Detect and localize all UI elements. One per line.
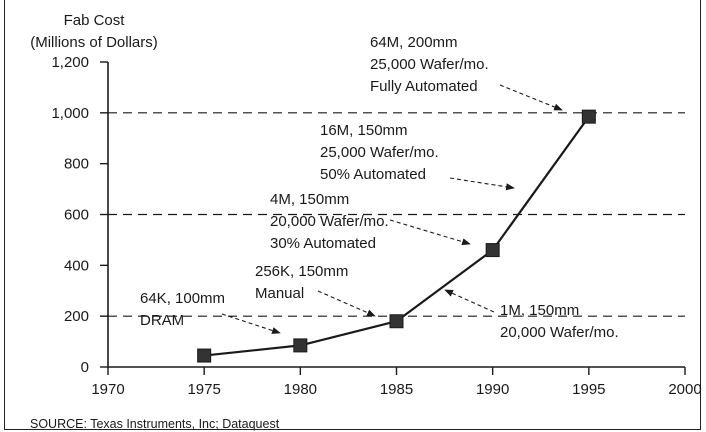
annotation-label: 1M, 150mm 20,000 Wafer/mo. [500,302,619,341]
data-point-marker [293,338,308,353]
annotation-line: DRAM [140,312,184,329]
data-point-marker [581,109,596,124]
x-tick-label: 1980 [284,381,317,398]
data-point-marker [485,243,500,258]
annotation-line: 64M, 200mm [370,34,458,51]
y-axis-label-line2: (Millions of Dollars) [30,34,158,51]
annotation-line: 256K, 150mm [255,263,348,280]
x-tick-label: 1995 [572,381,605,398]
x-tick-label: 1990 [476,381,509,398]
annotation-arrow [444,289,495,313]
x-tick-label: 1970 [91,381,124,398]
series [197,109,596,363]
annotation-arrow [221,313,281,334]
annotation-label: 64M, 200mm 25,000 Wafer/mo. Fully Automate… [370,34,489,95]
annotation-line: 16M, 150mm [320,122,408,139]
y-tick-label: 800 [64,156,89,173]
annotation-line: 4M, 150mm [270,191,349,208]
y-tick-label: 1,000 [51,105,89,122]
tick-labels: 1970 1975 1980 1985 1990 1995 2000 0 200 400 600 80… [51,54,701,398]
annotation-line: 20,000 Wafer/mo. [270,213,389,230]
annotation-arrow [317,290,376,317]
chart-frame [4,0,701,430]
source-note: SOURCE: Texas Instruments, Inc; Dataques… [30,417,280,431]
y-tick-label: 200 [64,308,89,325]
annotation-label: 256K, 150mm Manual [255,263,348,302]
annotation-line: 64K, 100mm [140,290,225,307]
annotation-arrow [499,84,563,111]
annotation-line: 50% Automated [320,166,426,183]
annotation-label: 64K, 100mm DRAM [140,290,225,329]
annotation-line: 25,000 Wafer/mo. [320,144,439,161]
x-tick-label: 2000 [668,381,701,398]
annotations: 64K, 100mm DRAM 256K, 150mm Manual 1M, 150mm… [140,34,619,341]
data-point-marker [389,314,404,329]
annotation-arrow [449,177,515,191]
y-axis-label-line1: Fab Cost [64,12,126,29]
annotation-line: 20,000 Wafer/mo. [500,324,619,341]
annotation-line: 1M, 150mm [500,302,579,319]
annotation-line: 30% Automated [270,235,376,252]
x-tick-label: 1975 [187,381,220,398]
y-tick-label: 400 [64,257,89,274]
annotation-label: 4M, 150mm 20,000 Wafer/mo. 30% Automated [270,191,389,252]
y-tick-label: 0 [81,359,89,376]
annotation-arrow [389,219,471,246]
annotation-line: Manual [255,285,304,302]
axes [100,61,686,375]
data-point-marker [197,348,212,363]
annotation-line: Fully Automated [370,78,478,95]
x-tick-label: 1985 [380,381,413,398]
y-tick-label: 1,200 [51,54,89,71]
y-tick-label: 600 [64,207,89,224]
annotation-line: 25,000 Wafer/mo. [370,56,489,73]
annotation-label: 16M, 150mm 25,000 Wafer/mo. 50% Automated [320,122,439,183]
